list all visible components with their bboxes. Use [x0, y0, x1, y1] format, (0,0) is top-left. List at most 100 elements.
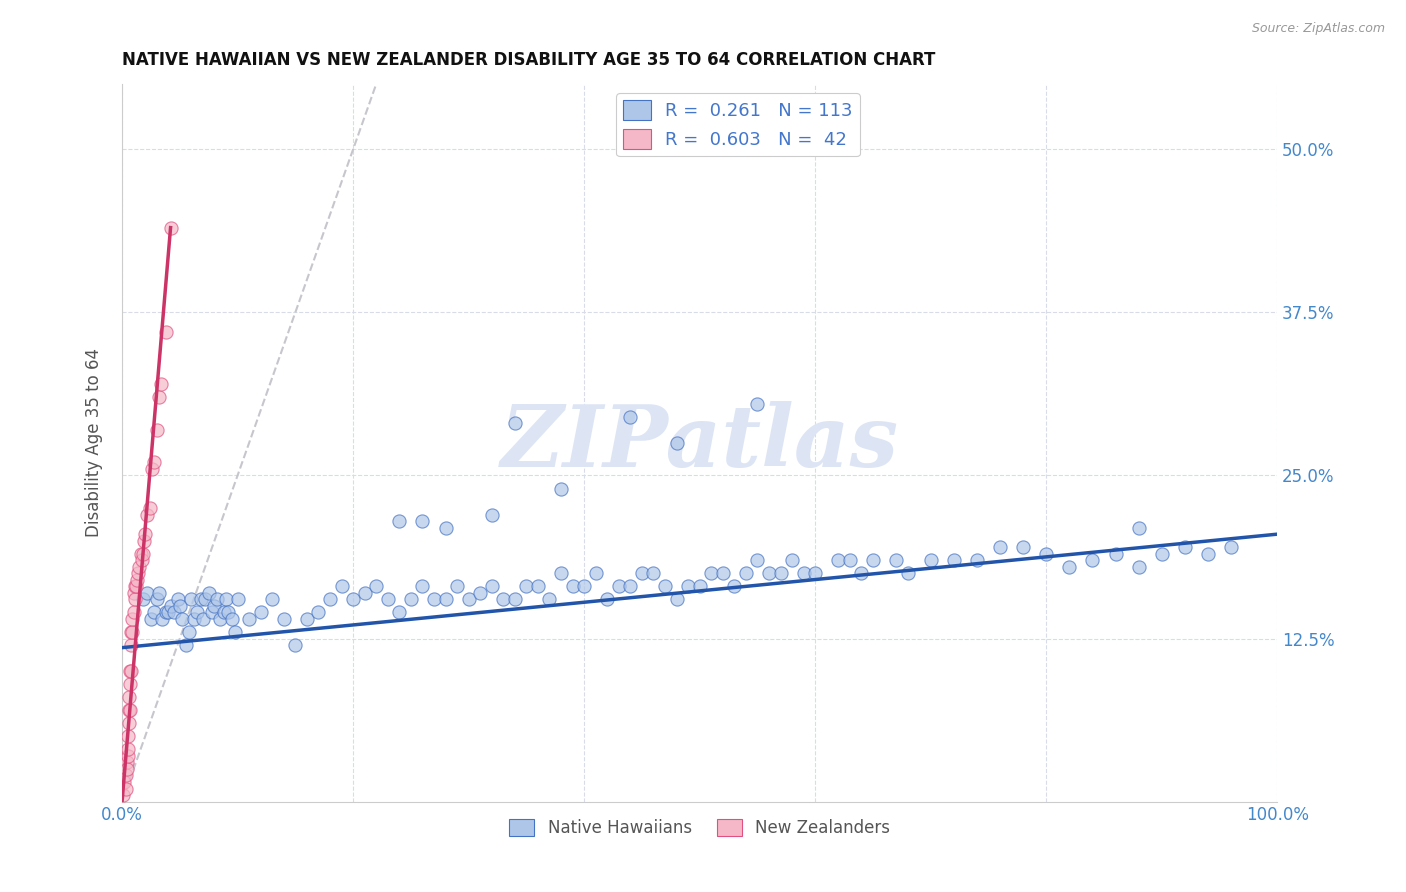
Point	[132, 547, 155, 561]
Point	[120, 625, 142, 640]
Point	[273, 612, 295, 626]
Point	[249, 606, 271, 620]
Point	[112, 788, 135, 802]
Point	[747, 553, 769, 567]
Point	[700, 566, 723, 581]
Point	[758, 566, 780, 581]
Point	[780, 553, 803, 567]
Point	[515, 579, 537, 593]
Point	[132, 592, 155, 607]
Point	[197, 586, 219, 600]
Point	[503, 417, 526, 431]
Point	[177, 625, 200, 640]
Point	[152, 612, 174, 626]
Point	[366, 579, 388, 593]
Point	[319, 592, 342, 607]
Point	[134, 527, 156, 541]
Point	[124, 579, 146, 593]
Point	[117, 730, 139, 744]
Point	[804, 566, 827, 581]
Point	[115, 756, 138, 770]
Point	[145, 592, 167, 607]
Point	[125, 573, 148, 587]
Point	[434, 592, 457, 607]
Point	[128, 559, 150, 574]
Point	[747, 397, 769, 411]
Point	[1035, 547, 1057, 561]
Point	[124, 592, 146, 607]
Point	[550, 566, 572, 581]
Point	[665, 435, 688, 450]
Point	[194, 592, 217, 607]
Point	[793, 566, 815, 581]
Point	[145, 423, 167, 437]
Point	[217, 606, 239, 620]
Point	[117, 748, 139, 763]
Point	[827, 553, 849, 567]
Point	[122, 606, 145, 620]
Point	[342, 592, 364, 607]
Point	[155, 325, 177, 339]
Point	[136, 586, 159, 600]
Point	[143, 455, 166, 469]
Point	[183, 612, 205, 626]
Point	[115, 762, 138, 776]
Point	[125, 579, 148, 593]
Point	[711, 566, 734, 581]
Point	[307, 606, 329, 620]
Point	[988, 540, 1011, 554]
Point	[139, 612, 162, 626]
Point	[118, 716, 141, 731]
Point	[204, 599, 226, 613]
Point	[143, 606, 166, 620]
Point	[643, 566, 665, 581]
Point	[224, 625, 246, 640]
Point	[1012, 540, 1035, 554]
Point	[470, 586, 492, 600]
Point	[205, 592, 228, 607]
Point	[191, 612, 214, 626]
Point	[120, 703, 142, 717]
Point	[388, 606, 411, 620]
Point	[388, 514, 411, 528]
Point	[163, 606, 186, 620]
Point	[596, 592, 619, 607]
Point	[434, 521, 457, 535]
Point	[862, 553, 884, 567]
Point	[654, 579, 676, 593]
Point	[399, 592, 422, 607]
Point	[131, 553, 153, 567]
Point	[159, 220, 181, 235]
Point	[665, 592, 688, 607]
Point	[1081, 553, 1104, 567]
Point	[186, 606, 208, 620]
Point	[1174, 540, 1197, 554]
Point	[295, 612, 318, 626]
Point	[897, 566, 920, 581]
Point	[619, 409, 641, 424]
Point	[201, 606, 224, 620]
Point	[1220, 540, 1243, 554]
Text: Source: ZipAtlas.com: Source: ZipAtlas.com	[1251, 22, 1385, 36]
Point	[118, 703, 141, 717]
Point	[942, 553, 965, 567]
Point	[851, 566, 873, 581]
Point	[538, 592, 561, 607]
Point	[411, 579, 433, 593]
Point	[481, 579, 503, 593]
Point	[169, 599, 191, 613]
Point	[166, 592, 188, 607]
Point	[561, 579, 583, 593]
Point	[112, 775, 135, 789]
Point	[132, 533, 155, 548]
Y-axis label: Disability Age 35 to 64: Disability Age 35 to 64	[86, 349, 103, 537]
Point	[550, 482, 572, 496]
Point	[1150, 547, 1173, 561]
Point	[411, 514, 433, 528]
Point	[180, 592, 202, 607]
Point	[377, 592, 399, 607]
Point	[920, 553, 942, 567]
Point	[174, 638, 197, 652]
Point	[117, 742, 139, 756]
Point	[1059, 559, 1081, 574]
